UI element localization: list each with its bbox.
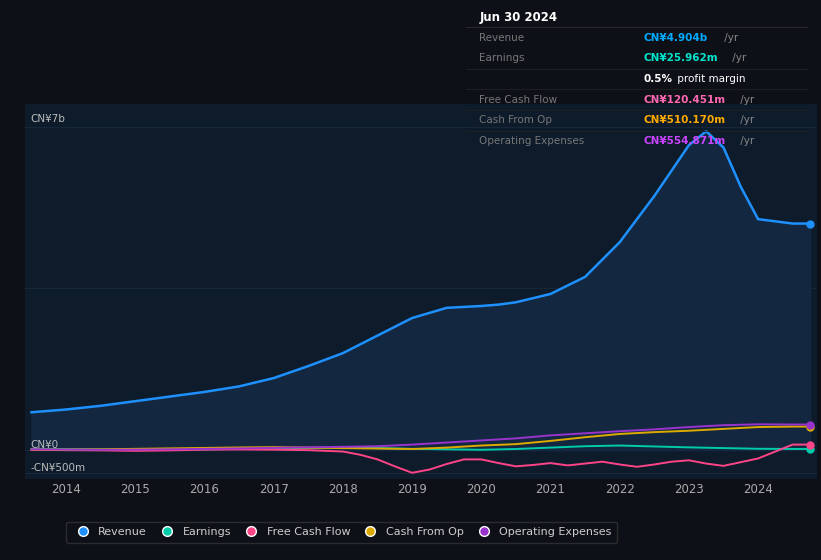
Text: Jun 30 2024: Jun 30 2024 xyxy=(479,11,557,24)
Text: /yr: /yr xyxy=(737,115,754,125)
Text: /yr: /yr xyxy=(737,95,754,105)
Text: CN¥120.451m: CN¥120.451m xyxy=(644,95,726,105)
Text: CN¥25.962m: CN¥25.962m xyxy=(644,53,718,63)
Text: 0.5%: 0.5% xyxy=(644,74,672,84)
Text: Earnings: Earnings xyxy=(479,53,525,63)
Text: CN¥0: CN¥0 xyxy=(30,440,58,450)
Text: CN¥554.871m: CN¥554.871m xyxy=(644,136,726,146)
Text: /yr: /yr xyxy=(729,53,746,63)
Text: Revenue: Revenue xyxy=(479,32,525,43)
Text: CN¥4.904b: CN¥4.904b xyxy=(644,32,708,43)
Text: Free Cash Flow: Free Cash Flow xyxy=(479,95,557,105)
Text: Cash From Op: Cash From Op xyxy=(479,115,553,125)
Text: Operating Expenses: Operating Expenses xyxy=(479,136,585,146)
Text: /yr: /yr xyxy=(721,32,739,43)
Text: /yr: /yr xyxy=(737,136,754,146)
Text: CN¥7b: CN¥7b xyxy=(30,114,65,124)
Text: CN¥510.170m: CN¥510.170m xyxy=(644,115,726,125)
Text: profit margin: profit margin xyxy=(674,74,745,84)
Text: -CN¥500m: -CN¥500m xyxy=(30,463,85,473)
Legend: Revenue, Earnings, Free Cash Flow, Cash From Op, Operating Expenses: Revenue, Earnings, Free Cash Flow, Cash … xyxy=(66,521,617,543)
